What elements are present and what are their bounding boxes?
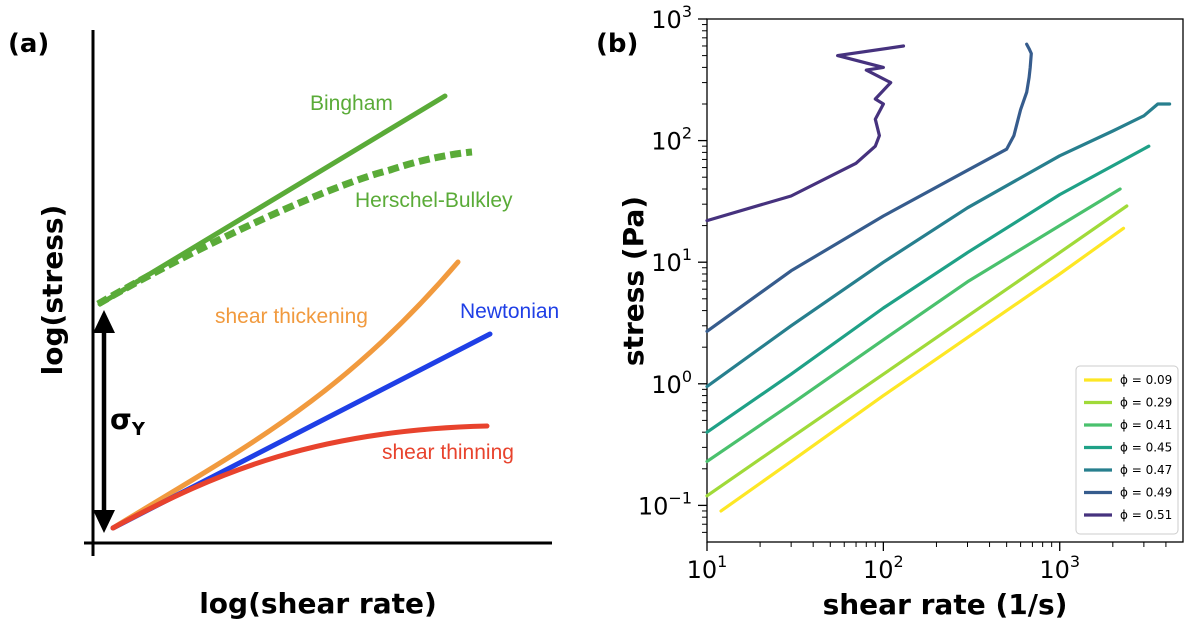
panel-a-letter: (a) [8,29,49,59]
bingham-label: Bingham [310,92,393,115]
x-tick-label: 103 [1039,552,1080,584]
series-line-6 [705,44,906,223]
series-line-5 [705,42,1033,333]
legend: ϕ = 0.09 ϕ = 0.29 ϕ = 0.41 ϕ = 0.45 ϕ = 0.47… [1075,365,1179,535]
legend-label: ϕ = 0.09 [1120,373,1172,387]
series-line-2 [705,187,1122,463]
y-tick-label: 10−1 [638,488,692,520]
yield-stress-label: σY [110,403,146,440]
series-line-4 [705,102,1172,389]
legend-label: ϕ = 0.49 [1120,486,1172,500]
yield-stress-arrow [93,310,115,533]
y-tick-label: 103 [651,2,692,34]
legend-label: ϕ = 0.51 [1120,508,1172,522]
legend-label: ϕ = 0.45 [1120,441,1172,455]
legend-label: ϕ = 0.47 [1120,463,1172,477]
shear-thickening-curve [110,259,461,531]
panel-a: (a) log(shear rate) log(stress) σY Bingh… [8,29,559,620]
panel-a-x-axis-title: log(shear rate) [199,587,437,620]
shear-thickening-label: shear thickening [215,305,368,328]
herschel-bulkley-curve [96,148,473,308]
panel-b-x-axis-title: shear rate (1/s) [823,588,1068,620]
panel-b-letter: (b) [596,29,638,59]
series-line-0 [719,226,1126,513]
series-line-3 [705,144,1151,434]
newtonian-label: Newtonian [460,300,559,323]
y-tick-label: 100 [651,367,692,399]
herschel-bulkley-label: Herschel-Bulkley [355,189,513,212]
series-line-1 [705,204,1129,498]
y-tick-label: 102 [651,124,692,156]
panel-b-y-axis-title: stress (Pa) [617,196,650,366]
tick-labels: 101 102 103 10−1 100 101 102 103 [638,2,1080,584]
shear-thinning-curve [110,423,490,531]
legend-label: ϕ = 0.41 [1120,418,1172,432]
shear-thinning-label: shear thinning [382,441,514,464]
data-series [705,42,1172,513]
panel-b: (b) 101 102 103 10−1 100 101 102 103 shear rate… [596,2,1184,620]
y-tick-label: 101 [651,245,692,277]
tick-marks [698,18,1167,551]
legend-label: ϕ = 0.29 [1120,396,1172,410]
panel-a-y-axis-title: log(stress) [36,205,69,376]
plot-frame [706,18,1184,543]
x-tick-label: 101 [687,552,728,584]
x-tick-label: 102 [863,552,904,584]
